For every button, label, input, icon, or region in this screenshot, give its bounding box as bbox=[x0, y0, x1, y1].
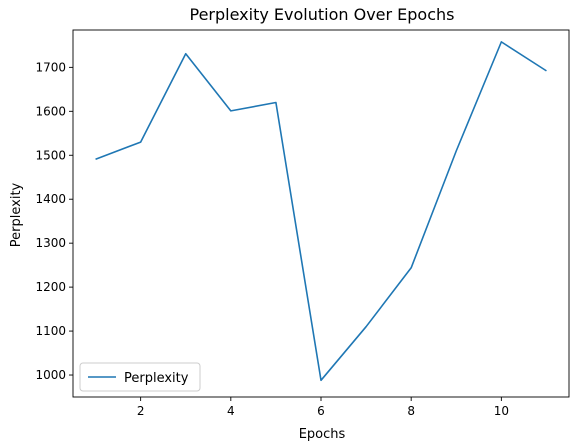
y-tick-label: 1300 bbox=[35, 236, 66, 250]
y-tick-label: 1100 bbox=[35, 324, 66, 338]
y-tick-label: 1500 bbox=[35, 148, 66, 162]
x-tick-label: 2 bbox=[137, 404, 145, 418]
y-tick-label: 1200 bbox=[35, 280, 66, 294]
chart-title: Perplexity Evolution Over Epochs bbox=[190, 5, 455, 24]
y-axis-label: Perplexity bbox=[9, 182, 24, 247]
x-tick-label: 8 bbox=[407, 404, 415, 418]
legend-label: Perplexity bbox=[124, 371, 189, 386]
legend-box bbox=[79, 362, 201, 392]
x-tick-label: 10 bbox=[494, 404, 509, 418]
x-tick-label: 4 bbox=[227, 404, 235, 418]
y-tick-label: 1700 bbox=[35, 60, 66, 74]
plot-area: 2 4 6 8 10 1000 1100 1200 1300 1400 1500 1600 1700 Pe… bbox=[35, 29, 570, 418]
y-tick-label: 1600 bbox=[35, 104, 66, 118]
y-tick-label: 1000 bbox=[35, 368, 66, 382]
x-tick-label: 6 bbox=[317, 404, 325, 418]
y-tick-label: 1400 bbox=[35, 192, 66, 206]
x-axis-label: Epochs bbox=[299, 427, 346, 442]
